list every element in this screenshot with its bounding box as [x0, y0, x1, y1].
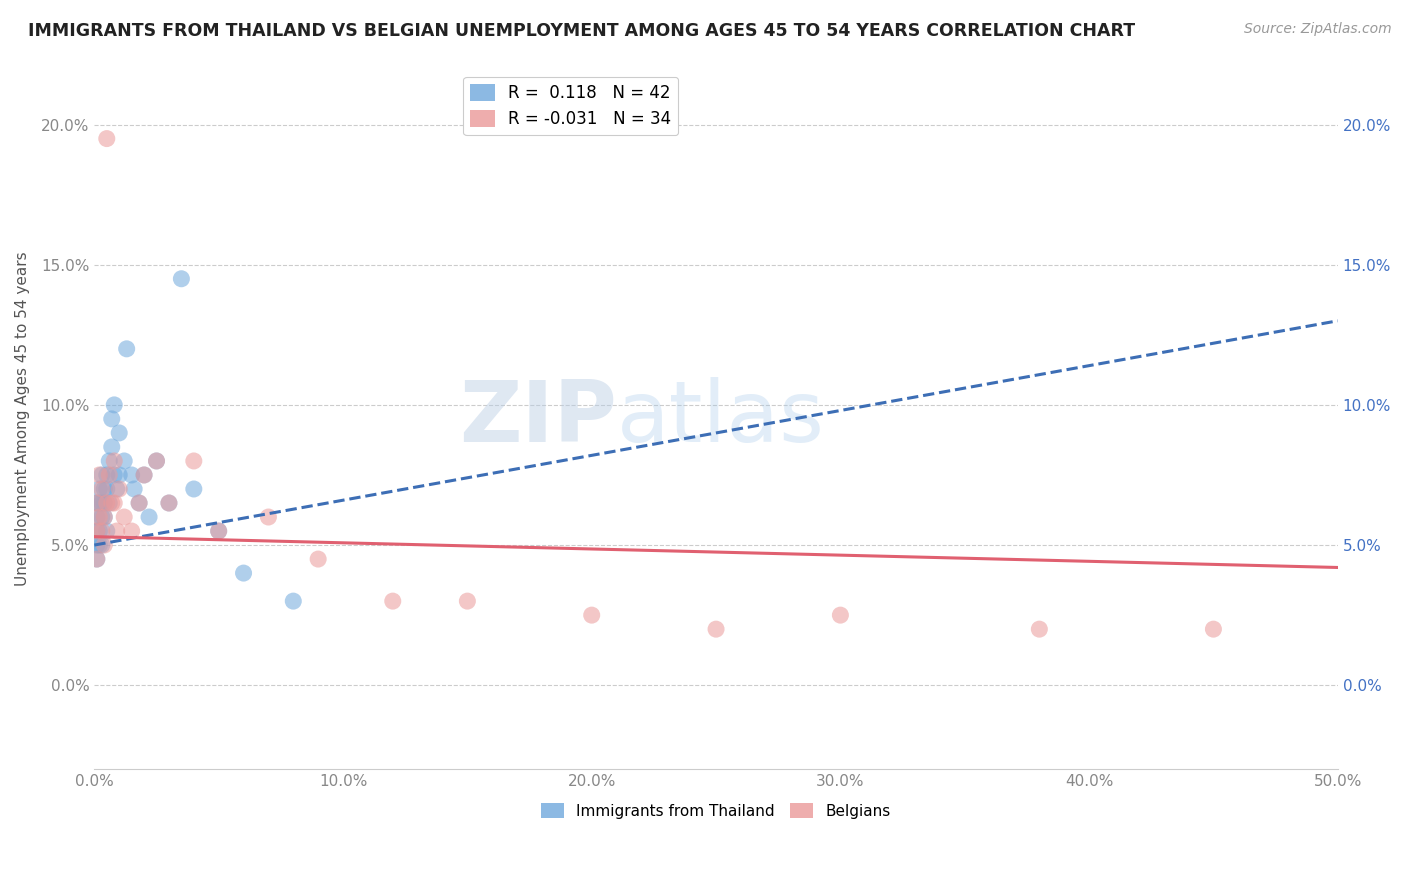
- Point: [581, 608, 603, 623]
- Point: [98, 467, 121, 482]
- Point: [108, 467, 131, 482]
- Text: IMMIGRANTS FROM THAILAND VS BELGIAN UNEMPLOYMENT AMONG AGES 45 TO 54 YEARS CORRE: IMMIGRANTS FROM THAILAND VS BELGIAN UNEM…: [28, 22, 1135, 40]
- Text: atlas: atlas: [617, 377, 824, 460]
- Point: [86, 552, 108, 566]
- Point: [93, 482, 115, 496]
- Point: [1028, 622, 1050, 636]
- Point: [96, 482, 118, 496]
- Point: [86, 524, 108, 538]
- Point: [89, 510, 111, 524]
- Point: [830, 608, 852, 623]
- Point: [208, 524, 231, 538]
- Point: [93, 496, 115, 510]
- Point: [86, 552, 108, 566]
- Text: ZIP: ZIP: [458, 377, 617, 460]
- Point: [145, 454, 167, 468]
- Point: [307, 552, 329, 566]
- Point: [183, 482, 205, 496]
- Point: [93, 510, 115, 524]
- Point: [86, 496, 108, 510]
- Point: [103, 398, 125, 412]
- Point: [96, 496, 118, 510]
- Point: [1202, 622, 1225, 636]
- Point: [103, 467, 125, 482]
- Point: [108, 425, 131, 440]
- Point: [96, 524, 118, 538]
- Point: [103, 496, 125, 510]
- Point: [98, 454, 121, 468]
- Point: [93, 510, 115, 524]
- Point: [100, 496, 122, 510]
- Point: [89, 524, 111, 538]
- Point: [90, 496, 112, 510]
- Point: [93, 538, 115, 552]
- Point: [704, 622, 727, 636]
- Point: [122, 482, 145, 496]
- Point: [90, 524, 112, 538]
- Point: [89, 482, 111, 496]
- Point: [86, 510, 108, 524]
- Point: [96, 131, 118, 145]
- Point: [121, 524, 143, 538]
- Point: [257, 510, 280, 524]
- Point: [138, 510, 160, 524]
- Point: [112, 454, 135, 468]
- Point: [105, 524, 128, 538]
- Point: [115, 342, 138, 356]
- Point: [183, 454, 205, 468]
- Point: [381, 594, 404, 608]
- Text: Source: ZipAtlas.com: Source: ZipAtlas.com: [1244, 22, 1392, 37]
- Point: [170, 272, 193, 286]
- Point: [90, 467, 112, 482]
- Legend: Immigrants from Thailand, Belgians: Immigrants from Thailand, Belgians: [536, 797, 897, 825]
- Point: [86, 524, 108, 538]
- Point: [86, 538, 108, 552]
- Point: [157, 496, 180, 510]
- Point: [89, 467, 111, 482]
- Point: [105, 482, 128, 496]
- Point: [283, 594, 305, 608]
- Point: [108, 482, 131, 496]
- Point: [89, 538, 111, 552]
- Point: [112, 510, 135, 524]
- Point: [208, 524, 231, 538]
- Point: [456, 594, 478, 608]
- Point: [89, 496, 111, 510]
- Point: [157, 496, 180, 510]
- Point: [132, 467, 155, 482]
- Point: [132, 467, 155, 482]
- Point: [128, 496, 150, 510]
- Point: [232, 566, 254, 580]
- Point: [90, 538, 112, 552]
- Y-axis label: Unemployment Among Ages 45 to 54 years: Unemployment Among Ages 45 to 54 years: [15, 252, 30, 586]
- Point: [100, 440, 122, 454]
- Point: [103, 454, 125, 468]
- Point: [96, 467, 118, 482]
- Point: [90, 510, 112, 524]
- Point: [121, 467, 143, 482]
- Point: [145, 454, 167, 468]
- Point: [90, 482, 112, 496]
- Point: [86, 496, 108, 510]
- Point: [98, 496, 121, 510]
- Point: [100, 412, 122, 426]
- Point: [128, 496, 150, 510]
